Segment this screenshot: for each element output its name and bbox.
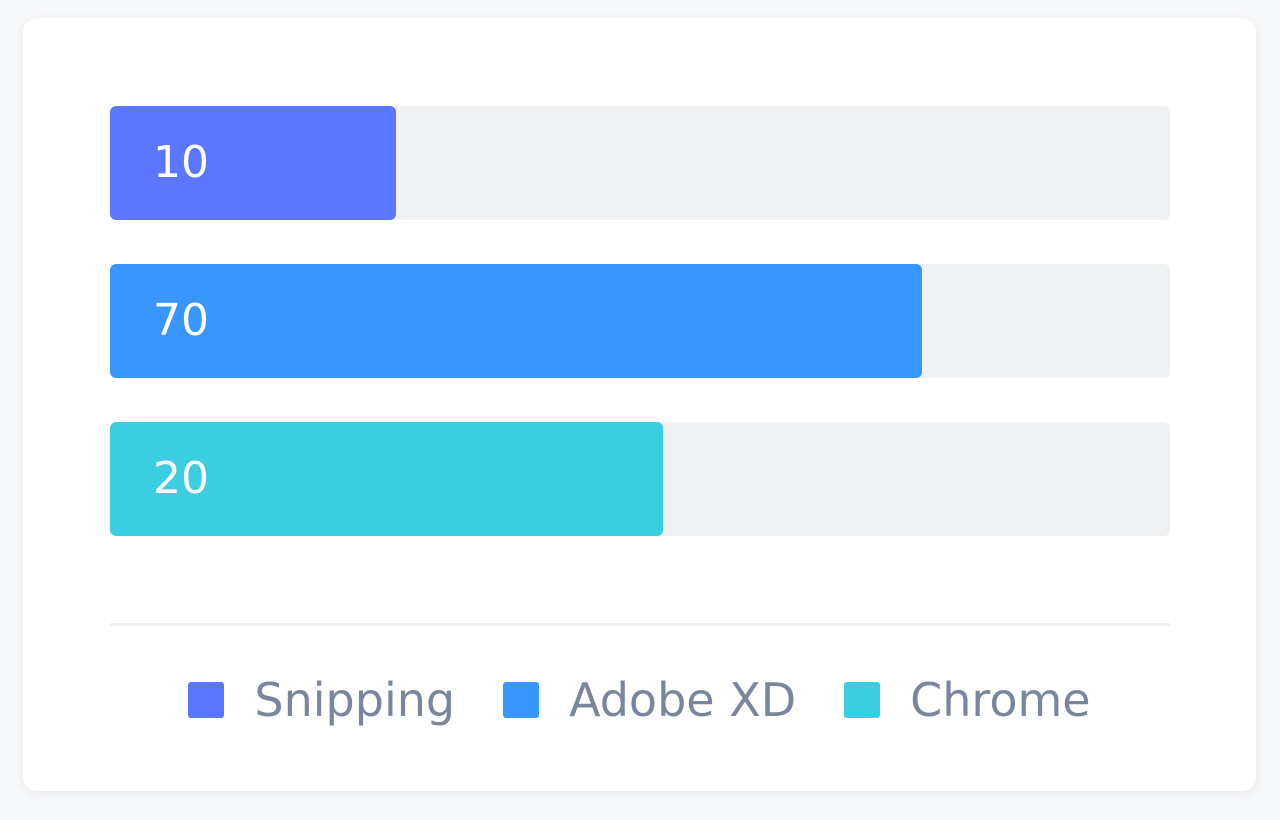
bar-fill: 10: [110, 106, 397, 220]
legend-label: Adobe XD: [569, 673, 797, 727]
bar-track: 70: [110, 264, 1170, 378]
legend-item[interactable]: Snipping: [188, 673, 455, 727]
bar-fill: 70: [110, 264, 922, 378]
chart-card: 10 70 20 Snipping Adobe XD Chrome: [23, 18, 1256, 791]
legend-swatch: [503, 682, 540, 718]
bar-list: 10 70 20: [110, 106, 1170, 580]
legend-item[interactable]: Chrome: [844, 673, 1091, 727]
legend-label: Chrome: [910, 673, 1091, 727]
bar-track: 20: [110, 422, 1170, 536]
divider: [110, 623, 1170, 626]
bar-fill: 20: [110, 422, 664, 536]
legend-swatch: [188, 682, 225, 718]
legend-item[interactable]: Adobe XD: [503, 673, 796, 727]
legend: Snipping Adobe XD Chrome: [23, 673, 1256, 727]
bar-track: 10: [110, 106, 1170, 220]
legend-swatch: [844, 682, 881, 718]
bar-value-label: 70: [153, 295, 209, 346]
bar-value-label: 20: [153, 453, 209, 504]
bar-value-label: 10: [153, 137, 209, 188]
legend-label: Snipping: [254, 673, 456, 727]
